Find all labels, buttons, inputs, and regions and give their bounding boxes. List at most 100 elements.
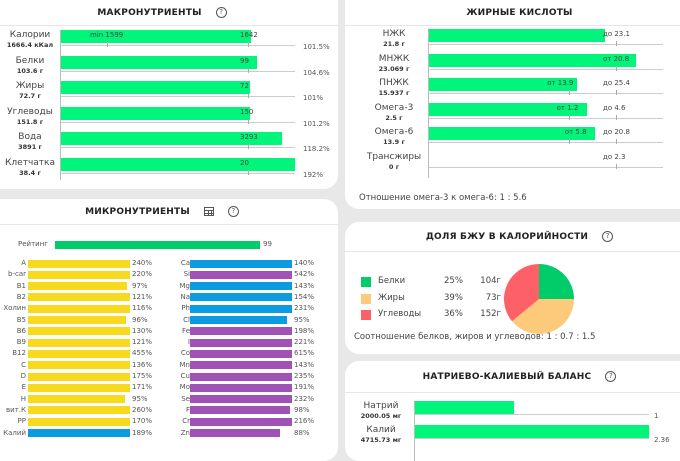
micro-percent: 96%: [132, 315, 148, 324]
balance-ratio: 1: [654, 412, 659, 420]
micro-label-right: Co: [180, 349, 190, 358]
macro-percent: 101.2%: [303, 119, 330, 128]
micro-label-right: Na: [180, 292, 190, 301]
mineral-value: 2000.05 мг: [360, 412, 402, 420]
micro-percent: 455%: [132, 349, 153, 358]
help-icon[interactable]: ?: [215, 7, 227, 18]
micro-bar[interactable]: [28, 383, 130, 392]
micro-bar[interactable]: [28, 429, 130, 437]
legend-swatch: [361, 277, 371, 287]
micro-bar[interactable]: [190, 270, 292, 279]
macro-percent: 192%: [303, 170, 324, 179]
fatty-acids-card: ЖИРНЫЕ КИСЛОТЫ НЖК 21.8 г до 23.1 МНЖК 23.06…: [345, 0, 680, 209]
micro-bar[interactable]: [190, 429, 280, 437]
acid-bar: [428, 102, 587, 116]
micro-percent: 216%: [294, 417, 315, 426]
micro-bar[interactable]: [190, 417, 292, 426]
axis-line: [60, 30, 61, 180]
norm-label: 3293: [240, 133, 258, 141]
acid-value: 13.9 г: [383, 138, 405, 146]
micro-bar[interactable]: [28, 372, 130, 381]
macro-percent: 101.5%: [303, 43, 330, 51]
micro-bar[interactable]: [28, 293, 130, 302]
micro-bar[interactable]: [28, 361, 130, 370]
min-label: от 20.8: [603, 54, 630, 63]
micro-bar[interactable]: [28, 304, 130, 313]
help-icon[interactable]: ?: [602, 231, 614, 242]
micro-bar[interactable]: [28, 338, 130, 347]
nutrient-value: 103.6 г: [16, 66, 44, 75]
legend-grams: 73г: [485, 292, 501, 303]
micro-bar[interactable]: [190, 338, 292, 347]
baseline: [60, 96, 295, 97]
micro-label-right: Se: [181, 394, 190, 403]
legend-name: Жиры: [378, 292, 405, 303]
min-label: от 13.9: [547, 79, 574, 87]
micro-bar[interactable]: [28, 270, 130, 279]
macro-bar: [60, 157, 295, 171]
help-icon[interactable]: ?: [605, 371, 617, 382]
nutrient-value: 72.7 г: [19, 92, 41, 100]
micro-bar[interactable]: [28, 327, 130, 336]
micro-bar[interactable]: [190, 383, 292, 392]
bju-pie-chart: [504, 264, 574, 334]
micro-bar[interactable]: [28, 417, 130, 426]
micro-bar[interactable]: [190, 395, 292, 404]
pie-slice: [539, 264, 574, 299]
micro-bar[interactable]: [190, 293, 292, 302]
micro-label-right: Cu: [180, 372, 190, 380]
micro-bar[interactable]: [190, 361, 292, 370]
micro-bar[interactable]: [28, 282, 127, 291]
nutrient-name: Калории: [9, 30, 51, 40]
micro-bar[interactable]: [28, 349, 130, 358]
rating-label: Рейтинг: [18, 240, 48, 248]
sodium-potassium-title: НАТРИЕВО-КАЛИЕВЫЙ БАЛАНС: [422, 371, 592, 382]
acid-value: 21.8 г: [383, 40, 405, 48]
macro-percent: 118.2%: [303, 145, 330, 153]
baseline: [60, 70, 295, 72]
mineral-value: 4715.73 мг: [360, 436, 402, 444]
micro-bar[interactable]: [28, 406, 130, 415]
help-icon[interactable]: ?: [227, 206, 239, 217]
micro-bar[interactable]: [28, 316, 126, 324]
acid-bar: [428, 127, 595, 140]
macro-bar: [60, 30, 251, 43]
micro-bar[interactable]: [190, 349, 292, 358]
micro-bar[interactable]: [190, 259, 292, 268]
legend-grams: 104г: [480, 276, 501, 286]
micro-bar[interactable]: [190, 282, 292, 291]
micro-bar[interactable]: [28, 395, 125, 404]
macronutrients-header: МАКРОНУТРИЕНТЫ ?: [0, 0, 338, 26]
baseline: [428, 117, 663, 119]
micro-label-left: Холин: [3, 304, 26, 313]
macro-bar: [60, 106, 251, 120]
acid-name: Омега-6: [374, 127, 414, 137]
acid-value: 2.5 г: [385, 113, 403, 122]
macro-row-label: Белки 103.6 г: [0, 56, 60, 75]
fatty-row-label: Трансжиры 0 г: [359, 152, 429, 171]
micro-label-left: B6: [16, 326, 26, 335]
acid-bar: [428, 78, 578, 91]
micro-percent: 88%: [294, 428, 310, 437]
micro-label-right: Ph: [181, 304, 190, 313]
micro-percent: 140%: [294, 259, 315, 267]
micro-label-left: D: [20, 372, 26, 380]
acid-value: 23.069 г: [378, 64, 410, 73]
acid-bar: [428, 53, 636, 67]
micro-bar[interactable]: [190, 406, 290, 415]
fatty-row-label: НЖК 21.8 г: [359, 29, 429, 48]
baseline: [428, 44, 663, 45]
micro-bar[interactable]: [190, 327, 292, 336]
table-icon[interactable]: [203, 207, 214, 216]
micro-bar[interactable]: [28, 259, 130, 268]
micro-bar[interactable]: [190, 316, 287, 324]
max-tick: [616, 41, 617, 46]
micro-bar[interactable]: [190, 304, 292, 313]
micro-bar[interactable]: [190, 372, 292, 381]
micro-percent: 143%: [294, 360, 315, 369]
micro-percent: 170%: [132, 417, 153, 426]
micro-label-right: Si: [183, 270, 190, 279]
max-tick: [616, 114, 617, 120]
baseline: [414, 438, 649, 439]
baseline: [60, 172, 295, 174]
